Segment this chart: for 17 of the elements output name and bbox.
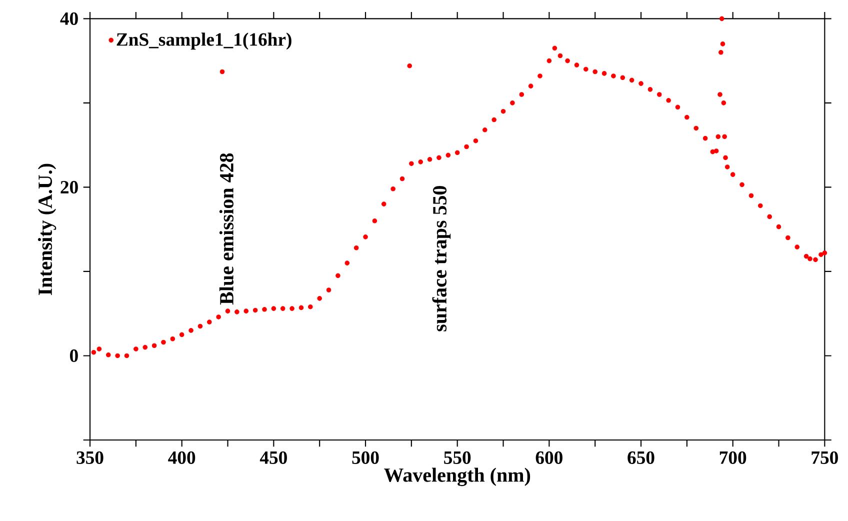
x-tick-label: 450 (260, 451, 287, 464)
x-axis-title: Wavelength (nm) (384, 468, 530, 486)
x-tick-label: 500 (352, 451, 379, 464)
x-tick-label: 750 (812, 451, 838, 464)
x-tick-label: 700 (720, 451, 746, 464)
annotation: surface traps 550 (432, 186, 451, 332)
x-tick-label: 350 (76, 451, 104, 464)
x-tick-label: 600 (536, 451, 562, 464)
y-axis-title: Intensity (A.U.) (38, 164, 56, 296)
annotation: Blue emission 428 (219, 153, 234, 305)
x-tick-label: 650 (628, 451, 654, 464)
x-tick-label: 550 (444, 451, 471, 464)
y-tick-label: 40 (60, 12, 78, 25)
y-tick-label: 0 (70, 349, 78, 362)
legend-label: ZnS_sample1_1(16hr) (116, 32, 292, 50)
y-tick-label: 20 (60, 180, 78, 194)
x-tick-label: 400 (168, 451, 196, 464)
